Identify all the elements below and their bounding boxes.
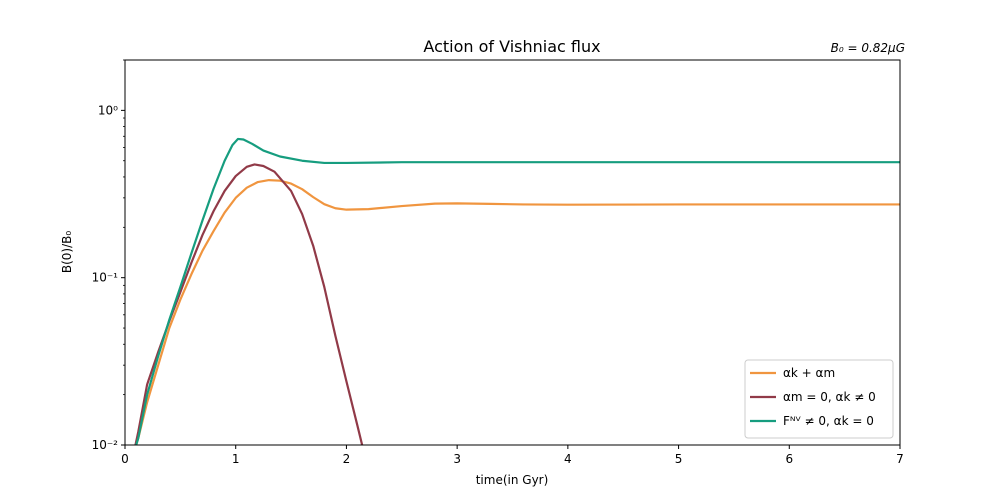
y-tick-label: 10⁰: [98, 103, 118, 117]
chart-annotation: B₀ = 0.82μG: [831, 41, 905, 55]
x-tick-label: 4: [564, 452, 572, 466]
x-tick-label: 5: [675, 452, 683, 466]
series-line-3: [135, 137, 900, 445]
legend-box: [744, 359, 894, 439]
legend-label-2: αm = 0, αk ≠ 0: [783, 390, 876, 404]
y-axis: 10⁻² 10⁻¹ 10⁰: [92, 59, 125, 452]
legend: αk + αm αm = 0, αk ≠ 0 Fᴺⱽ ≠ 0, αk = 0: [744, 359, 894, 439]
series-layer: [134, 137, 900, 445]
series-line-2: [134, 163, 364, 445]
chart-title: Action of Vishniac flux: [423, 37, 600, 56]
x-axis-label: time(in Gyr): [476, 473, 549, 487]
y-tick-label: 10⁻¹: [92, 271, 119, 285]
x-tick-label: 6: [785, 452, 793, 466]
x-tick-label: 3: [453, 452, 461, 466]
legend-label-3: Fᴺⱽ ≠ 0, αk = 0: [783, 414, 874, 428]
x-tick-label: 0: [121, 452, 129, 466]
series-line-1: [135, 179, 900, 445]
y-tick-label: 10⁻²: [92, 438, 119, 452]
y-axis-label: B(0)/B₀: [60, 231, 74, 274]
x-tick-label: 7: [896, 452, 904, 466]
x-axis: 0 1 2 3 4 5 6 7: [121, 445, 904, 466]
x-tick-label: 2: [343, 452, 351, 466]
legend-label-1: αk + αm: [783, 366, 835, 380]
plot-frame: [124, 59, 901, 446]
x-tick-label: 1: [232, 452, 240, 466]
